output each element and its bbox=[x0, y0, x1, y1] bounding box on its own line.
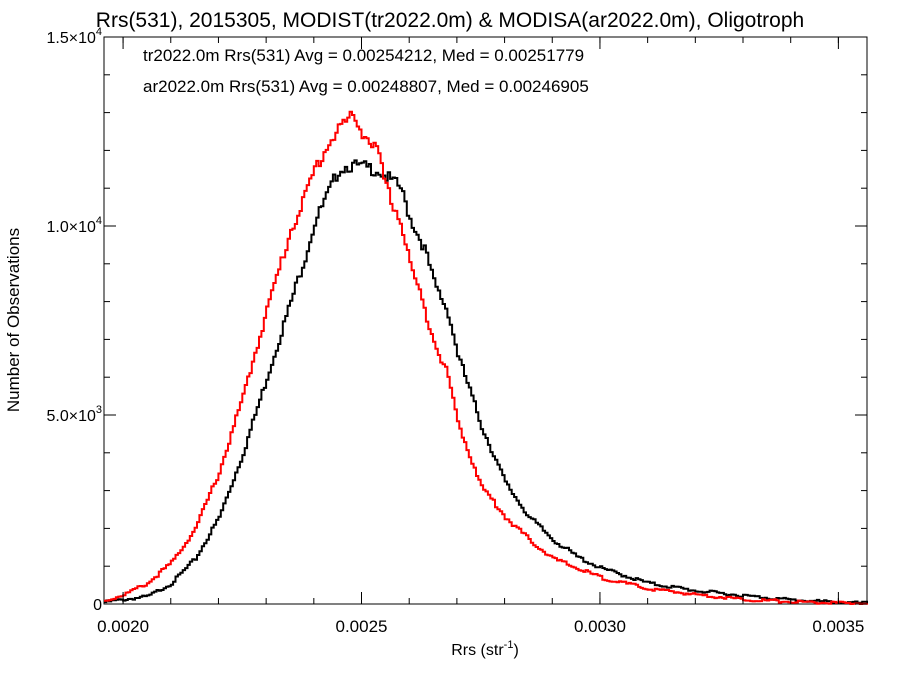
x-tick-label: 0.0035 bbox=[812, 617, 864, 636]
series-line-ar2022 bbox=[104, 110, 868, 605]
x-tick-label: 0.0025 bbox=[336, 617, 388, 636]
legend-entry-ar2022: ar2022.0m Rrs(531) Avg = 0.00248807, Med… bbox=[143, 77, 589, 96]
series-line-tr2022 bbox=[104, 159, 868, 605]
x-tick-labels: 0.0020 0.0025 0.0030 0.0035 bbox=[97, 617, 864, 636]
y-tick-label: 0 bbox=[93, 597, 102, 614]
y-tick-labels: 0 5.0×103 1.0×104 1.5×104 bbox=[46, 26, 102, 614]
x-tick-label: 0.0020 bbox=[97, 617, 149, 636]
plot-frame bbox=[103, 36, 868, 605]
y-tick-label: 5.0×103 bbox=[46, 404, 102, 425]
chart-title: Rrs(531), 2015305, MODIST(tr2022.0m) & M… bbox=[96, 9, 804, 32]
legend-entry-tr2022: tr2022.0m Rrs(531) Avg = 0.00254212, Med… bbox=[143, 46, 584, 65]
axis-ticks bbox=[104, 36, 867, 605]
x-tick-label: 0.0030 bbox=[574, 617, 626, 636]
legend: tr2022.0m Rrs(531) Avg = 0.00254212, Med… bbox=[143, 46, 589, 96]
y-tick-label: 1.0×104 bbox=[46, 215, 102, 236]
x-axis-label: Rrs (str-1) bbox=[451, 639, 519, 659]
y-axis-label: Number of Observations bbox=[4, 228, 23, 412]
series-group bbox=[104, 110, 868, 605]
y-tick-label: 1.5×104 bbox=[46, 26, 102, 47]
